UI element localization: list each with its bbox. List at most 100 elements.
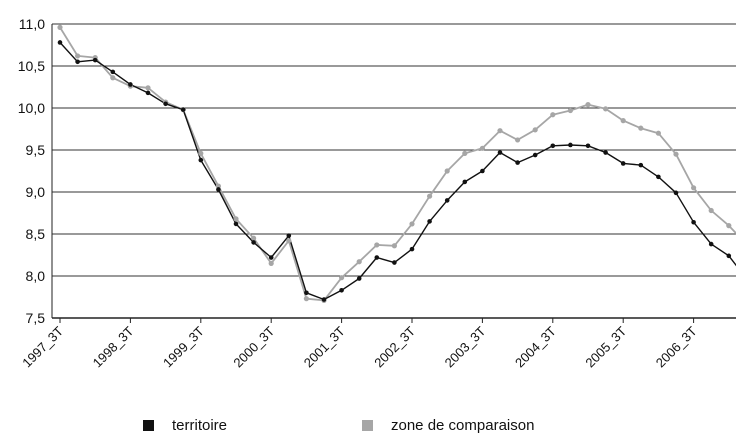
data-point-territoire bbox=[550, 143, 556, 149]
data-point-zone-de-comparaison bbox=[620, 118, 626, 124]
data-point-zone-de-comparaison bbox=[479, 145, 485, 151]
data-point-territoire bbox=[568, 142, 573, 148]
data-point-zone-de-comparaison bbox=[427, 193, 433, 199]
data-point-zone-de-comparaison bbox=[515, 137, 521, 143]
data-point-territoire bbox=[532, 152, 538, 158]
y-tick-label: 8,0 bbox=[26, 268, 46, 284]
data-point-zone-de-comparaison bbox=[268, 260, 274, 266]
data-point-zone-de-comparaison bbox=[198, 150, 204, 156]
data-point-territoire bbox=[691, 219, 696, 225]
grid-lines bbox=[51, 23, 736, 319]
data-point-territoire bbox=[233, 221, 239, 227]
data-point-territoire bbox=[251, 240, 256, 245]
data-point-zone-de-comparaison bbox=[339, 275, 345, 281]
y-tick-label: 11,0 bbox=[19, 16, 45, 32]
data-point-zone-de-comparaison bbox=[708, 207, 714, 214]
legend-label-zone-de-comparaison: zone de comparaison bbox=[391, 417, 535, 434]
data-point-territoire bbox=[356, 276, 362, 281]
data-point-zone-de-comparaison bbox=[550, 112, 556, 118]
data-point-territoire bbox=[497, 150, 503, 155]
x-tick-label: 1999_3T bbox=[160, 323, 207, 370]
y-tick-label: 8,5 bbox=[26, 226, 46, 242]
data-point-territoire bbox=[392, 260, 397, 265]
data-point-territoire bbox=[216, 187, 221, 192]
data-point-territoire bbox=[409, 246, 415, 252]
data-point-zone-de-comparaison bbox=[303, 296, 309, 302]
data-point-zone-de-comparaison bbox=[497, 128, 503, 134]
y-tick-label: 9,5 bbox=[26, 142, 46, 158]
data-point-zone-de-comparaison bbox=[374, 242, 380, 248]
series-lines bbox=[59, 26, 736, 302]
data-point-territoire bbox=[673, 190, 679, 196]
data-point-territoire bbox=[110, 69, 116, 75]
x-tick-label: 2006_3T bbox=[653, 323, 700, 370]
data-point-territoire bbox=[268, 255, 274, 260]
data-point-territoire bbox=[444, 198, 450, 203]
data-point-zone-de-comparaison bbox=[286, 238, 292, 244]
data-point-zone-de-comparaison bbox=[638, 125, 644, 131]
x-tick-label: 2005_3T bbox=[582, 323, 629, 370]
legend: territoire zone de comparaison bbox=[0, 417, 736, 436]
x-axis-tick-labels: 1997_3T 1998_3T 1999_3T 2000_3T 2001_3T 2002_… bbox=[19, 318, 700, 370]
data-point-territoire bbox=[374, 255, 380, 260]
data-point-zone-de-comparaison bbox=[567, 107, 574, 114]
data-point-zone-de-comparaison bbox=[391, 243, 397, 249]
data-point-territoire bbox=[585, 143, 591, 149]
data-point-zone-de-comparaison bbox=[409, 221, 415, 227]
data-point-territoire bbox=[427, 219, 432, 224]
data-point-zone-de-comparaison bbox=[233, 216, 239, 222]
data-point-zone-de-comparaison bbox=[655, 130, 662, 136]
data-point-territoire bbox=[145, 90, 151, 96]
data-point-territoire bbox=[515, 160, 520, 165]
data-point-territoire bbox=[480, 168, 485, 174]
x-tick-label: 1998_3T bbox=[90, 323, 137, 370]
data-point-zone-de-comparaison bbox=[532, 127, 538, 133]
data-point-zone-de-comparaison bbox=[462, 150, 468, 156]
data-point-zone-de-comparaison bbox=[75, 53, 81, 59]
data-point-territoire bbox=[75, 59, 80, 65]
data-point-zone-de-comparaison bbox=[603, 106, 609, 112]
data-point-territoire bbox=[656, 174, 661, 180]
data-point-zone-de-comparaison bbox=[215, 183, 221, 189]
data-point-zone-de-comparaison bbox=[57, 24, 63, 30]
data-point-zone-de-comparaison bbox=[356, 259, 362, 265]
legend-swatch-zone-de-comparaison bbox=[362, 420, 373, 431]
series-line-zone-de-comparaison bbox=[59, 26, 736, 302]
data-point-territoire bbox=[603, 150, 608, 155]
data-point-zone-de-comparaison bbox=[585, 102, 591, 108]
y-tick-label: 10,0 bbox=[18, 100, 45, 116]
data-point-territoire bbox=[620, 161, 626, 166]
data-point-territoire bbox=[339, 287, 344, 293]
legend-label-territoire: territoire bbox=[172, 417, 228, 434]
x-tick-label: 2004_3T bbox=[512, 323, 559, 370]
data-point-territoire bbox=[304, 290, 309, 296]
series-line-territoire bbox=[59, 42, 736, 301]
y-tick-label: 9,0 bbox=[26, 184, 46, 200]
legend-swatch-territoire bbox=[143, 420, 154, 431]
data-point-zone-de-comparaison bbox=[673, 151, 679, 157]
data-point-zone-de-comparaison bbox=[145, 85, 151, 91]
line-chart: 7,5 8,0 8,5 9,0 9,5 10,0 10,5 11,0 1997_3T 1998_… bbox=[18, 16, 736, 370]
data-point-territoire bbox=[286, 233, 292, 238]
data-point-zone-de-comparaison bbox=[691, 185, 697, 191]
data-point-territoire bbox=[180, 107, 186, 112]
legend-item-zone-de-comparaison: zone de comparaison bbox=[362, 417, 534, 434]
data-point-territoire bbox=[163, 101, 168, 107]
x-tick-label: 2001_3T bbox=[301, 323, 348, 370]
y-tick-label: 7,5 bbox=[26, 310, 46, 326]
x-tick-label: 2000_3T bbox=[230, 323, 277, 370]
data-point-zone-de-comparaison bbox=[110, 75, 116, 81]
data-point-zone-de-comparaison bbox=[251, 235, 257, 241]
data-point-territoire bbox=[321, 297, 327, 302]
data-point-territoire bbox=[462, 179, 468, 185]
data-point-territoire bbox=[638, 162, 644, 168]
x-tick-label: 2002_3T bbox=[371, 323, 418, 370]
x-tick-label: 2003_3T bbox=[442, 323, 489, 370]
data-point-territoire bbox=[726, 253, 732, 259]
series-points bbox=[57, 24, 732, 303]
data-point-zone-de-comparaison bbox=[726, 223, 732, 229]
x-tick-label: 1997_3T bbox=[19, 323, 66, 370]
data-point-territoire bbox=[708, 241, 714, 247]
data-point-zone-de-comparaison bbox=[444, 168, 450, 174]
data-point-territoire bbox=[92, 57, 98, 63]
